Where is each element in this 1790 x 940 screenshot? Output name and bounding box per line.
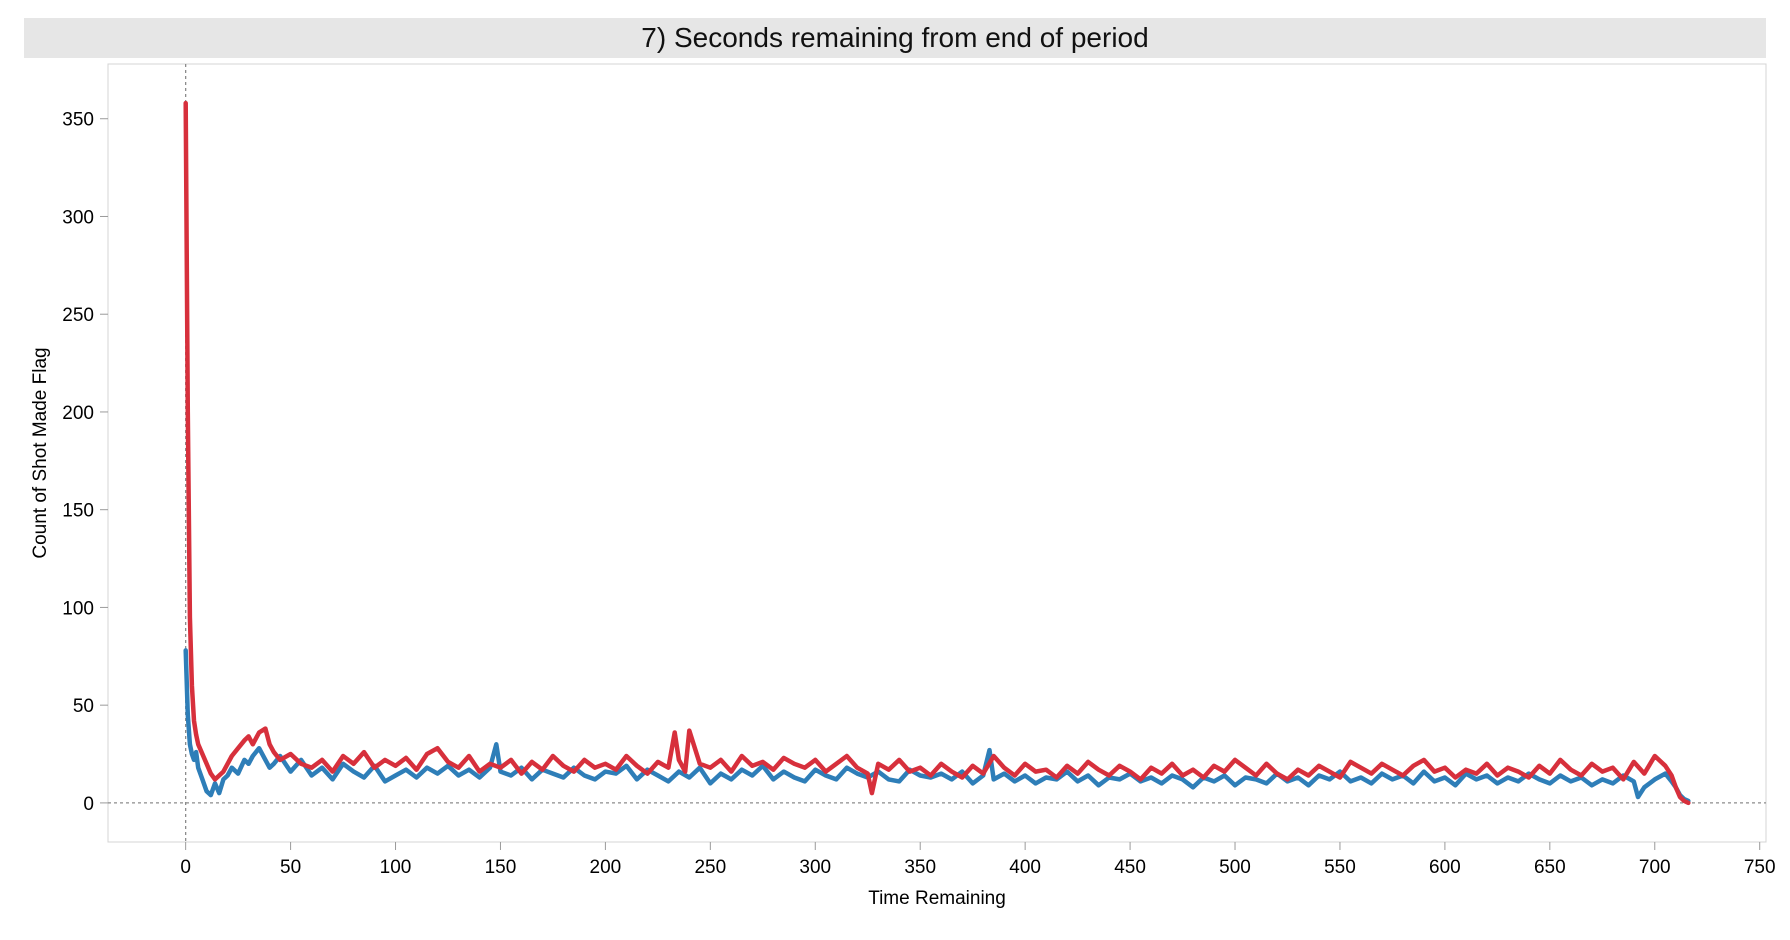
x-axis-title: Time Remaining <box>868 888 1006 909</box>
x-tick-label: 600 <box>1429 857 1461 878</box>
x-tick-label: 350 <box>904 857 936 878</box>
x-tick-label: 700 <box>1639 857 1671 878</box>
x-tick-label: 0 <box>180 857 191 878</box>
series-line-1 <box>183 648 1691 804</box>
series-line-2 <box>183 100 1691 806</box>
x-tick-label: 450 <box>1114 857 1146 878</box>
x-tick-label: 650 <box>1534 857 1566 878</box>
x-tick-label: 50 <box>280 857 301 878</box>
x-tick-label: 100 <box>380 857 412 878</box>
plot-area <box>107 63 1767 843</box>
y-tick-label: 300 <box>62 207 94 228</box>
y-axis-title: Count of Shot Made Flag <box>30 347 51 558</box>
y-tick-label: 250 <box>62 305 94 326</box>
x-tick-label: 500 <box>1219 857 1251 878</box>
x-tick-label: 200 <box>590 857 622 878</box>
y-tick-label: 350 <box>62 110 94 131</box>
x-tick-label: 750 <box>1744 857 1776 878</box>
y-tick-label: 0 <box>83 794 94 815</box>
x-tick-label: 300 <box>799 857 831 878</box>
y-tick-label: 200 <box>62 403 94 424</box>
x-tick-label: 150 <box>485 857 517 878</box>
x-tick-label: 550 <box>1324 857 1356 878</box>
chart-title: 7) Seconds remaining from end of period <box>24 18 1766 58</box>
y-tick-label: 50 <box>73 696 94 717</box>
x-tick-label: 400 <box>1009 857 1041 878</box>
y-tick-label: 100 <box>62 598 94 619</box>
x-tick-label: 250 <box>694 857 726 878</box>
y-tick-label: 150 <box>62 501 94 522</box>
